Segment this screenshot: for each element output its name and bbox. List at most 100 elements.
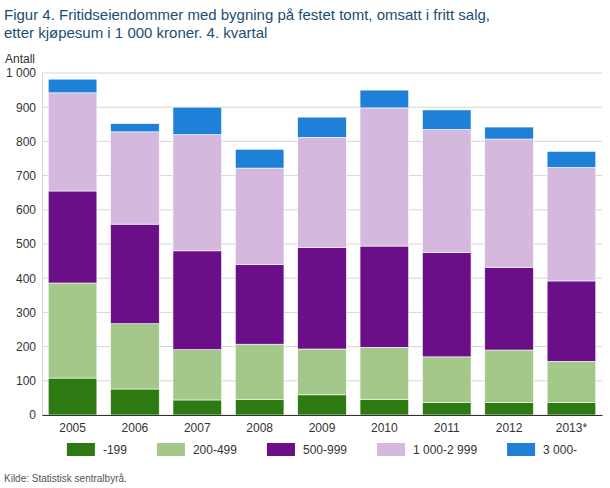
x-tick: 2011 — [434, 415, 460, 435]
bar-segment — [235, 344, 284, 399]
x-tick-label: 2012 — [496, 421, 523, 435]
x-tick-label: 2005 — [59, 421, 86, 435]
legend-swatch — [157, 443, 185, 456]
bar-segment — [48, 191, 97, 283]
legend-item: 1 000-2 999 — [377, 443, 477, 457]
bar-segment — [48, 79, 97, 93]
x-tick: 2012 — [496, 415, 523, 435]
legend-item: -199 — [67, 443, 127, 457]
x-tick: 2006 — [122, 415, 149, 435]
x-tick: 2005 — [59, 415, 86, 435]
y-tick: 0 — [29, 408, 42, 422]
x-tick-label: 2013* — [556, 421, 588, 435]
series — [48, 93, 596, 281]
title: Figur 4. Fritidseiendommer med bygning p… — [4, 6, 490, 41]
y-tick: 500 — [16, 237, 42, 251]
bar-segment — [298, 137, 347, 247]
bar-segment — [173, 251, 222, 350]
bar-segment — [173, 400, 222, 415]
bar-segment — [422, 403, 471, 415]
x-tick-label: 2006 — [122, 421, 149, 435]
bar-segment — [48, 283, 97, 378]
legend-label: 1 000-2 999 — [413, 443, 477, 457]
x-tick-label: 2007 — [184, 421, 211, 435]
y-tick-label: 0 — [29, 408, 36, 422]
y-tick: 100 — [16, 374, 42, 388]
source: Kilde: Statistisk sentralbyrå. — [4, 473, 127, 484]
series — [48, 79, 596, 168]
bar-segment — [48, 378, 97, 415]
y-tick-label: 600 — [16, 203, 36, 217]
grid — [42, 73, 602, 415]
bar-segment — [235, 265, 284, 345]
legend-swatch — [507, 443, 535, 456]
grid-line — [42, 107, 602, 108]
y-axis-label: Antall — [5, 52, 35, 66]
bar-segment — [298, 117, 347, 137]
bar-segment — [422, 110, 471, 129]
bar-segment — [360, 399, 409, 415]
legend-label: 500-999 — [303, 443, 347, 457]
y-tick: 800 — [16, 135, 42, 149]
bar-segment — [547, 281, 596, 361]
legend-label: 200-499 — [193, 443, 237, 457]
legend-swatch — [67, 443, 95, 456]
bar-segment — [111, 389, 160, 415]
y-tick-label: 800 — [16, 135, 36, 149]
x-tick-label: 2008 — [246, 421, 273, 435]
bars — [48, 79, 596, 415]
bar-segment — [48, 93, 97, 191]
bar-segment — [360, 347, 409, 399]
bar-segment — [547, 361, 596, 402]
legend-item: 500-999 — [267, 443, 347, 457]
y-tick: 900 — [16, 101, 42, 115]
bar-segment — [422, 129, 471, 252]
title-line: Figur 4. Fritidseiendommer med bygning p… — [4, 6, 490, 23]
bar-segment — [235, 399, 284, 415]
bar-segment — [422, 357, 471, 403]
x-tick: 2009 — [309, 415, 336, 435]
chart: Figur 4. Fritidseiendommer med bygning p… — [0, 0, 610, 488]
y-tick: 600 — [16, 203, 42, 217]
y-tick: 300 — [16, 306, 42, 320]
y-tick-label: 500 — [16, 237, 36, 251]
title-line: etter kjøpesum i 1 000 kroner. 4. kvarta… — [4, 24, 267, 41]
x-tick-label: 2009 — [309, 421, 336, 435]
y-tick-label: 100 — [16, 374, 36, 388]
legend-swatch — [377, 443, 405, 456]
y-tick: 400 — [16, 272, 42, 286]
legend-swatch — [267, 443, 295, 456]
bar-segment — [547, 167, 596, 281]
y-axis: 0 100 200 300 400 500 600 700 800 900 1 000 — [6, 66, 43, 422]
x-axis-line — [43, 415, 603, 416]
bar-segment — [547, 151, 596, 167]
bar-segment — [298, 247, 347, 349]
x-tick: 2007 — [184, 415, 211, 435]
bar-segment — [111, 224, 160, 324]
y-tick: 1 000 — [6, 66, 42, 80]
x-tick: 2008 — [246, 415, 273, 435]
y-tick-label: 300 — [16, 306, 36, 320]
bar-segment — [111, 324, 160, 389]
y-tick-label: 400 — [16, 272, 36, 286]
y-axis-line — [42, 74, 43, 416]
bar-segment — [360, 108, 409, 246]
x-axis: 200520062007200820092010201120122013* — [43, 415, 603, 435]
y-tick: 200 — [16, 340, 42, 354]
legend: -199 200-499 500-999 1 000-2 999 3 000- — [67, 443, 577, 457]
bar-segment — [235, 168, 284, 264]
grid-line — [42, 73, 602, 74]
bar-segment — [485, 127, 534, 139]
bar-segment — [235, 149, 284, 168]
y-tick: 700 — [16, 169, 42, 183]
bar-segment — [360, 246, 409, 347]
x-tick: 2013* — [556, 415, 588, 435]
bar-segment — [298, 395, 347, 415]
bar-segment — [485, 267, 534, 350]
bar-segment — [173, 350, 222, 400]
legend-label: 3 000- — [543, 443, 577, 457]
bar-segment — [173, 135, 222, 251]
bar-segment — [173, 107, 222, 134]
bar-segment — [547, 403, 596, 415]
bar-segment — [485, 350, 534, 403]
